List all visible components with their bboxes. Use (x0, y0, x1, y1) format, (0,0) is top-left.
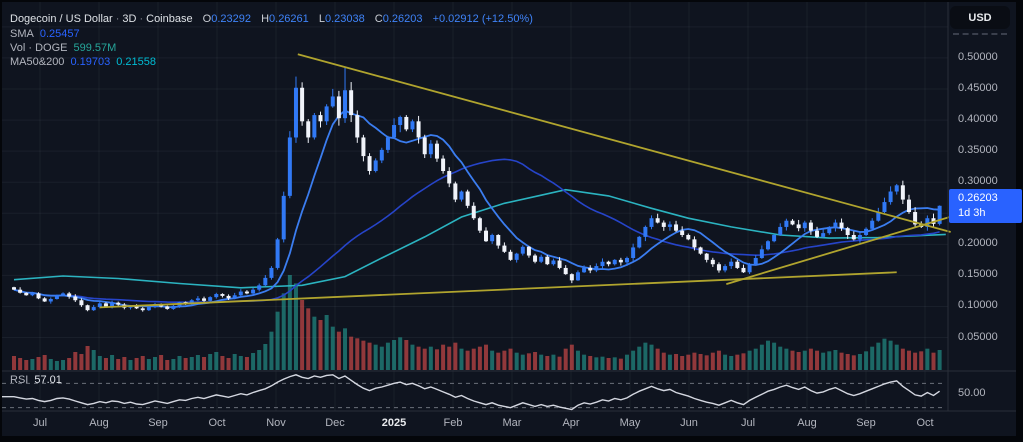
low-value: 0.23038 (324, 13, 365, 25)
bar-countdown: 1d 3h (958, 207, 986, 219)
time-tick: Sep (856, 417, 876, 429)
volume-value: 599.57M (73, 42, 117, 54)
time-tick: Feb (443, 417, 463, 429)
time-tick: Jun (680, 417, 698, 429)
price-tick: 0.15000 (958, 268, 998, 281)
time-tick: Aug (797, 417, 817, 429)
time-tick: Sep (148, 417, 168, 429)
symbol-legend-row[interactable]: Dogecoin / US Dollar · 3D · Coinbase O0.2329… (10, 13, 533, 25)
ma-legend-row[interactable]: MA50&200 0.19703 0.21558 (10, 56, 156, 68)
price-tick: 0.10000 (958, 299, 998, 312)
rsi-plot-line (2, 374, 941, 411)
time-tick: Dec (325, 417, 345, 429)
trendline-descending-resistance (297, 53, 951, 233)
price-tick: 0.50000 (958, 50, 998, 63)
currency-toggle-button[interactable]: USD (950, 6, 1010, 29)
ma50-value: 0.19703 (70, 56, 111, 68)
high-value: 0.26261 (269, 13, 309, 25)
ma200-line (13, 188, 946, 289)
price-tick: 0.20000 (958, 237, 998, 250)
sma-value: 0.25457 (39, 28, 80, 40)
symbol-title: Dogecoin / US Dollar (10, 13, 113, 25)
time-tick: May (619, 417, 641, 429)
price-tick: 0.35000 (958, 144, 998, 157)
price-tick: 0.45000 (958, 82, 998, 94)
time-axis[interactable]: Jul Aug Sep Oct Nov Dec 2025 Feb Mar Apr May Jun Jul… (0, 412, 1016, 436)
ma200-value: 0.21558 (116, 56, 156, 68)
interval-label: 3D (122, 13, 137, 25)
open-value: 0.23292 (211, 13, 251, 25)
time-tick: Oct (208, 417, 226, 429)
time-tick: Jul (32, 417, 48, 429)
time-tick: Nov (266, 417, 286, 429)
exchange-label: Coinbase (146, 13, 193, 25)
close-value: 0.26203 (382, 13, 423, 25)
current-price-tag: 0.26203 1d 3h (949, 189, 1022, 223)
price-tick: 0.40000 (958, 113, 998, 126)
rsi-legend-row[interactable]: RSI 57.01 (10, 374, 62, 386)
change-value: +0.02912 (+12.50%) (432, 13, 533, 25)
axis-dash-decoration (953, 33, 1007, 35)
price-tick: 0.30000 (958, 175, 998, 188)
time-tick: Apr (562, 417, 580, 429)
time-tick: Mar (502, 417, 522, 429)
time-tick: Oct (916, 417, 934, 429)
rsi-axis-tick: 50.00 (958, 387, 986, 399)
time-tick: Jul (740, 417, 756, 429)
time-tick: 2025 (381, 417, 407, 429)
price-axis[interactable]: 0.50000 0.45000 0.40000 0.35000 0.30000 0.200… (948, 0, 1016, 411)
ma50-line (13, 158, 940, 304)
price-tick: 0.05000 (958, 330, 998, 343)
time-tick: Aug (89, 417, 109, 429)
volume-legend-row[interactable]: Vol · DOGE 599.57M (10, 42, 117, 54)
trendline-ascending-support-long (99, 271, 897, 309)
rsi-value: 57.01 (34, 374, 62, 386)
sma-legend-row[interactable]: SMA 0.25457 (10, 28, 80, 40)
trendline-ascending-support-steep (726, 213, 959, 285)
current-price-value: 0.26203 (958, 192, 998, 204)
